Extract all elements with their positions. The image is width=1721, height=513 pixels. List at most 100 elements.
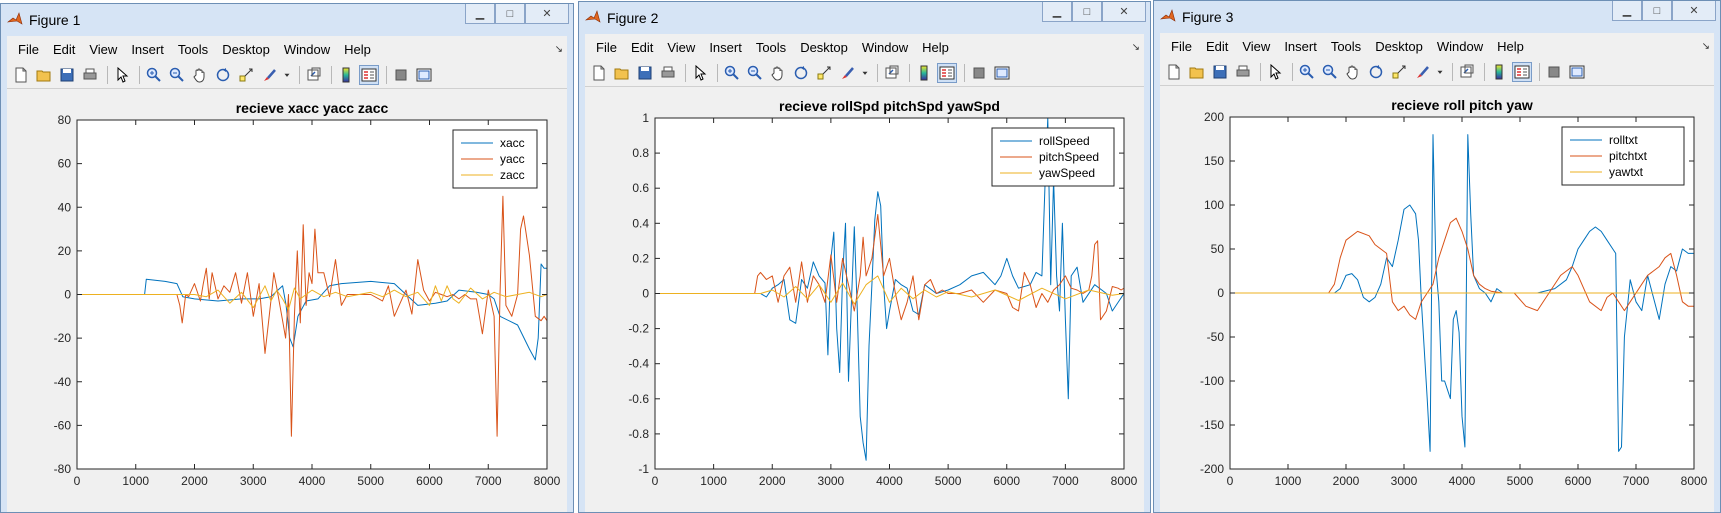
- rotate-3d-button[interactable]: [791, 63, 811, 83]
- menu-window[interactable]: Window: [861, 39, 909, 55]
- menu-desktop[interactable]: Desktop: [800, 39, 848, 55]
- legend[interactable]: rollSpeed pitchSpeed yawSpeed: [991, 127, 1115, 187]
- zoom-in-button[interactable]: [722, 63, 742, 83]
- menu-insert[interactable]: Insert: [1284, 38, 1317, 54]
- series-line-pitchSpeed[interactable]: [655, 214, 1124, 321]
- zoom-out-button[interactable]: [1320, 62, 1340, 82]
- series-line-yawSpeed[interactable]: [655, 275, 1124, 305]
- menu-tools[interactable]: Tools: [755, 39, 787, 55]
- menu-window[interactable]: Window: [1436, 38, 1484, 54]
- brush-button[interactable]: [837, 63, 857, 83]
- menu-insert[interactable]: Insert: [131, 41, 164, 57]
- hide-plot-tools-button[interactable]: [391, 65, 411, 85]
- close-button[interactable]: ✕: [1672, 1, 1716, 21]
- data-cursor-button[interactable]: [814, 63, 834, 83]
- print-button[interactable]: [658, 63, 678, 83]
- hide-plot-tools-button[interactable]: [969, 63, 989, 83]
- figure-window-2[interactable]: Figure 2 ▁ □ ✕ File Edit View Insert Tools De…: [578, 1, 1151, 513]
- maximize-button[interactable]: □: [495, 4, 525, 24]
- link-plot-button[interactable]: [304, 65, 324, 85]
- menu-file[interactable]: File: [1171, 38, 1192, 54]
- maximize-button[interactable]: □: [1072, 2, 1102, 22]
- link-plot-button[interactable]: [882, 63, 902, 83]
- title-bar[interactable]: Figure 3 ▁ □ ✕: [1154, 1, 1720, 33]
- series-line-rolltxt[interactable]: [1230, 134, 1694, 452]
- close-button[interactable]: ✕: [525, 4, 569, 24]
- menu-help[interactable]: Help: [344, 41, 371, 57]
- pan-hand-button[interactable]: [190, 65, 210, 85]
- series-line-rollSpeed[interactable]: [655, 118, 1124, 461]
- series-line-pitchtxt[interactable]: [1230, 217, 1694, 320]
- data-cursor-button[interactable]: [236, 65, 256, 85]
- series-line-yacc[interactable]: [77, 195, 547, 437]
- menu-edit[interactable]: Edit: [52, 41, 76, 57]
- open-folder-button[interactable]: [1187, 62, 1207, 82]
- legend[interactable]: xacc yacc zacc: [452, 129, 538, 189]
- menu-insert[interactable]: Insert: [709, 39, 742, 55]
- save-button[interactable]: [635, 63, 655, 83]
- title-bar[interactable]: Figure 1 ▁ □ ✕: [1, 4, 573, 36]
- data-cursor-button[interactable]: [1389, 62, 1409, 82]
- pointer-button[interactable]: [112, 65, 132, 85]
- close-button[interactable]: ✕: [1102, 2, 1146, 22]
- legend-button[interactable]: [359, 65, 379, 85]
- figure-window-3[interactable]: Figure 3 ▁ □ ✕ File Edit View Insert Tools De…: [1153, 0, 1721, 513]
- brush-button[interactable]: [1412, 62, 1432, 82]
- axes-svg[interactable]: recieve rollSpd pitchSpd yawSpd 0 1000 2000…: [585, 88, 1144, 512]
- menu-tools[interactable]: Tools: [177, 41, 209, 57]
- minimize-button[interactable]: ▁: [1612, 1, 1642, 21]
- menu-tools[interactable]: Tools: [1330, 38, 1362, 54]
- open-folder-button[interactable]: [612, 63, 632, 83]
- brush-dropdown-button[interactable]: [860, 63, 870, 83]
- new-file-button[interactable]: [1164, 62, 1184, 82]
- colorbar-button[interactable]: [1489, 62, 1509, 82]
- brush-button[interactable]: [259, 65, 279, 85]
- zoom-out-button[interactable]: [745, 63, 765, 83]
- legend-button[interactable]: [937, 63, 957, 83]
- menu-desktop[interactable]: Desktop: [1375, 38, 1423, 54]
- open-folder-button[interactable]: [34, 65, 54, 85]
- show-plot-tools-button[interactable]: [1567, 62, 1587, 82]
- brush-dropdown-button[interactable]: [1435, 62, 1445, 82]
- menu-view[interactable]: View: [89, 41, 118, 57]
- menu-file[interactable]: File: [596, 39, 617, 55]
- legend[interactable]: rolltxt pitchtxt yawtxt: [1561, 126, 1685, 186]
- figure-window-1[interactable]: Figure 1 ▁ □ ✕ File Edit View Insert Tools De…: [0, 3, 574, 513]
- zoom-in-button[interactable]: [1297, 62, 1317, 82]
- colorbar-button[interactable]: [914, 63, 934, 83]
- menu-edit[interactable]: Edit: [1205, 38, 1229, 54]
- menu-desktop[interactable]: Desktop: [222, 41, 270, 57]
- menu-edit[interactable]: Edit: [630, 39, 654, 55]
- axes-svg[interactable]: recieve xacc yacc zacc 0 1000 2000 3000 4000 5…: [7, 90, 567, 512]
- rotate-3d-button[interactable]: [1366, 62, 1386, 82]
- hide-plot-tools-button[interactable]: [1544, 62, 1564, 82]
- save-button[interactable]: [57, 65, 77, 85]
- dock-arrow-icon[interactable]: ↘: [1701, 41, 1710, 52]
- new-file-button[interactable]: [589, 63, 609, 83]
- menu-help[interactable]: Help: [1497, 38, 1524, 54]
- minimize-button[interactable]: ▁: [1042, 2, 1072, 22]
- rotate-3d-button[interactable]: [213, 65, 233, 85]
- show-plot-tools-button[interactable]: [414, 65, 434, 85]
- dock-arrow-icon[interactable]: ↘: [554, 44, 563, 55]
- pointer-button[interactable]: [1265, 62, 1285, 82]
- menu-file[interactable]: File: [18, 41, 39, 57]
- series-line-zacc[interactable]: [77, 285, 547, 311]
- pan-hand-button[interactable]: [768, 63, 788, 83]
- maximize-button[interactable]: □: [1642, 1, 1672, 21]
- new-file-button[interactable]: [11, 65, 31, 85]
- menu-view[interactable]: View: [667, 39, 696, 55]
- menu-window[interactable]: Window: [283, 41, 331, 57]
- dock-arrow-icon[interactable]: ↘: [1131, 42, 1140, 53]
- brush-dropdown-button[interactable]: [282, 65, 292, 85]
- menu-view[interactable]: View: [1242, 38, 1271, 54]
- zoom-in-button[interactable]: [144, 65, 164, 85]
- pointer-button[interactable]: [690, 63, 710, 83]
- minimize-button[interactable]: ▁: [465, 4, 495, 24]
- show-plot-tools-button[interactable]: [992, 63, 1012, 83]
- print-button[interactable]: [80, 65, 100, 85]
- legend-button[interactable]: [1512, 62, 1532, 82]
- zoom-out-button[interactable]: [167, 65, 187, 85]
- title-bar[interactable]: Figure 2 ▁ □ ✕: [579, 2, 1150, 34]
